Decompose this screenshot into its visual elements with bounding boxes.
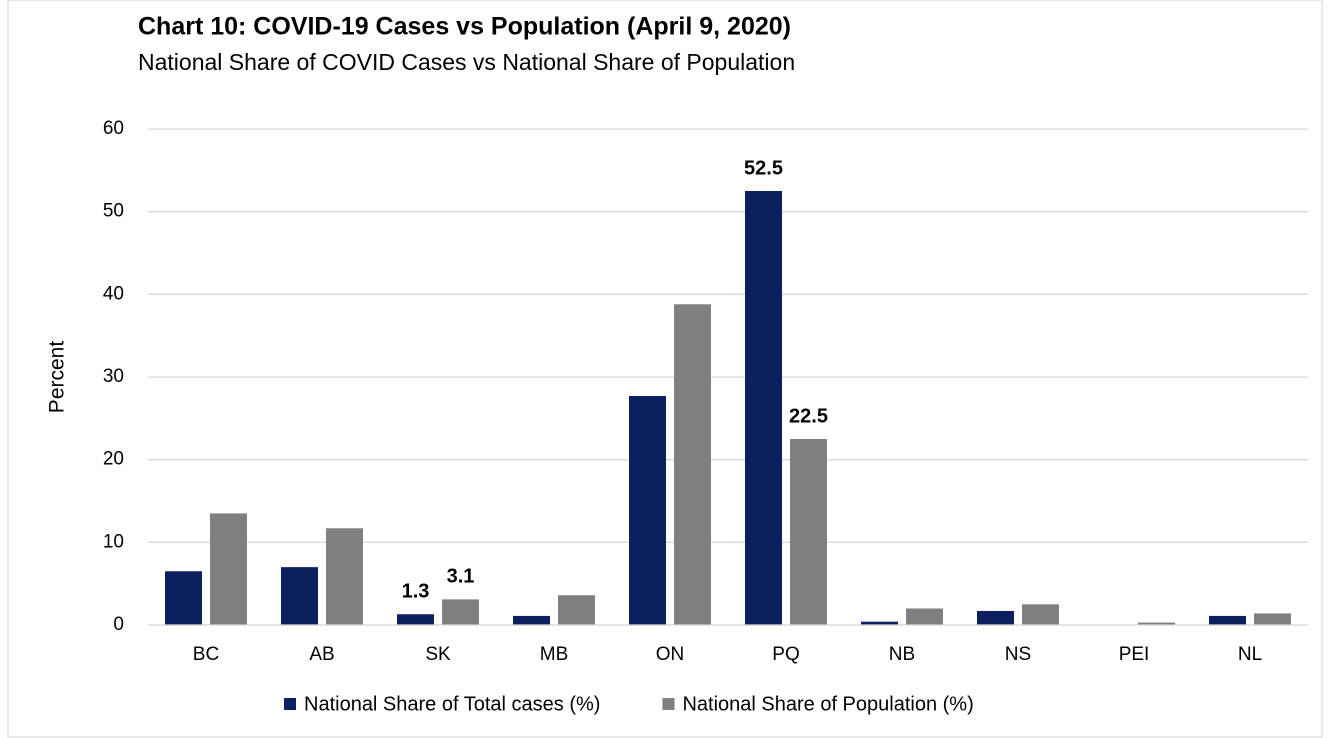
bar xyxy=(281,567,318,625)
bar xyxy=(674,304,711,625)
x-tick-label: PEI xyxy=(1119,644,1150,665)
bar xyxy=(326,528,363,625)
y-axis-label: Percent xyxy=(46,341,69,414)
x-tick-label: SK xyxy=(425,644,451,665)
y-tick-label: 30 xyxy=(103,366,124,387)
x-tick-label: NL xyxy=(1238,644,1262,665)
x-tick-label: AB xyxy=(309,644,334,665)
x-tick-label: PQ xyxy=(772,644,799,665)
y-tick-label: 40 xyxy=(103,283,124,304)
x-tick-label: NB xyxy=(889,644,915,665)
bar xyxy=(1022,604,1059,625)
y-tick-label: 50 xyxy=(103,201,124,222)
data-label: 3.1 xyxy=(447,566,475,588)
data-label: 52.5 xyxy=(744,157,783,179)
bar xyxy=(442,599,479,625)
y-tick-label: 10 xyxy=(103,531,124,552)
y-tick-label: 20 xyxy=(103,449,124,470)
bar xyxy=(558,595,595,625)
bar xyxy=(790,439,827,625)
x-tick-label: BC xyxy=(193,644,219,665)
chart-border xyxy=(7,0,1323,738)
legend-swatch xyxy=(284,698,296,710)
bar xyxy=(210,513,247,625)
legend-label: National Share of Population (%) xyxy=(682,693,973,715)
bar xyxy=(1138,622,1175,625)
bar xyxy=(513,615,550,625)
bar xyxy=(977,610,1014,625)
bar xyxy=(397,614,434,625)
chart-subtitle: National Share of COVID Cases vs Nationa… xyxy=(138,49,795,75)
bar xyxy=(629,396,666,625)
bar xyxy=(745,191,782,625)
chart-title: Chart 10: COVID-19 Cases vs Population (… xyxy=(138,13,791,41)
legend-label: National Share of Total cases (%) xyxy=(304,693,600,715)
bar xyxy=(1254,613,1291,625)
bar xyxy=(906,608,943,625)
legend-swatch xyxy=(662,698,675,710)
y-tick-label: 60 xyxy=(103,118,124,139)
y-tick-label: 0 xyxy=(113,614,124,635)
bar xyxy=(165,571,202,625)
x-tick-label: NS xyxy=(1005,644,1031,665)
data-label: 1.3 xyxy=(402,581,430,603)
bar xyxy=(1209,615,1246,625)
bar xyxy=(861,621,898,625)
data-label: 22.5 xyxy=(789,405,828,427)
x-tick-label: MB xyxy=(540,644,569,665)
x-tick-label: ON xyxy=(656,644,685,665)
